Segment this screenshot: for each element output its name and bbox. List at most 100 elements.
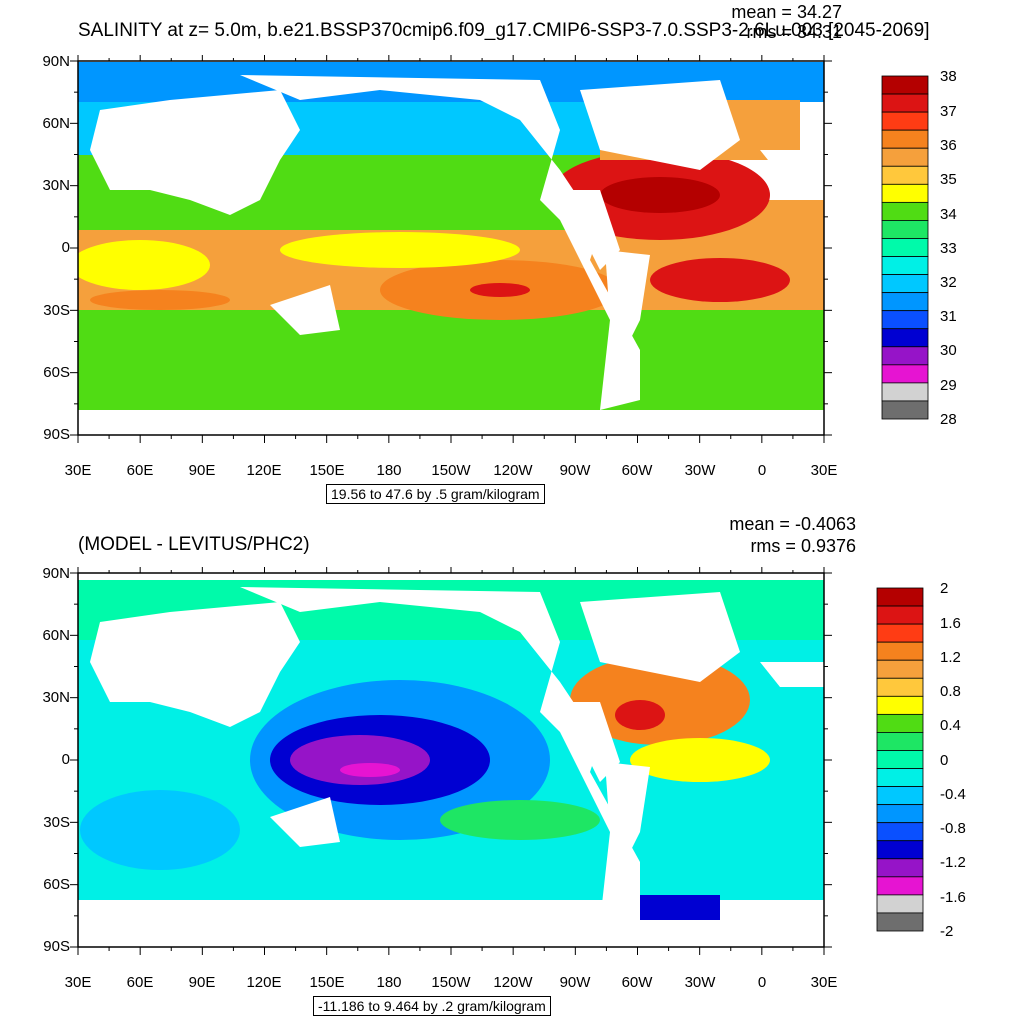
colorbar-swatch [876,786,924,806]
bottom-lat-label: 60N [42,627,70,644]
bottom-lon-label: 0 [757,974,767,991]
colorbar-swatch [876,623,924,643]
colorbar-swatch [876,804,924,824]
top-colorbar-label: 33 [940,240,957,257]
top-lon-label: 30E [810,462,838,479]
top-lon-label: 30W [684,462,716,479]
colorbar-swatch [881,201,929,221]
bottom-title: (MODEL - LEVITUS/PHC2) [78,534,310,555]
top-colorbar-label: 30 [940,342,957,359]
bottom-lon-label: 30E [64,974,92,991]
top-lon-label: 120W [493,462,533,479]
colorbar-swatch [876,605,924,625]
top-lat-label: 90N [42,53,70,70]
colorbar-swatch [876,659,924,679]
bottom-colorbar-label: 0 [940,752,949,769]
bottom-lon-label: 150W [431,974,471,991]
bottom-lon-label: 60W [621,974,653,991]
top-colorbar-label: 37 [940,103,957,120]
colorbar-swatch [881,274,929,294]
top-salinity-field [78,61,824,435]
bottom-colorbar-label: -0.4 [940,786,966,803]
top-colorbar-label: 36 [940,137,957,154]
top-lon-label: 30E [64,462,92,479]
colorbar-swatch [876,876,924,896]
bottom-lon-label: 30W [684,974,716,991]
top-lon-label: 90E [188,462,216,479]
top-colorbar-label: 34 [940,206,957,223]
top-mean: mean = 34.27 [731,2,842,22]
bottom-lon-label: 60E [126,974,154,991]
colorbar-swatch [876,822,924,842]
colorbar-swatch [881,93,929,113]
top-lon-label: 90W [559,462,591,479]
top-lon-label: 120E [246,462,282,479]
top-lat-label: 30N [42,177,70,194]
bottom-lon-label: 180 [376,974,402,991]
top-lat-label: 0 [61,239,70,256]
bottom-colorbar-label: 0.4 [940,717,961,734]
top-lon-label: 180 [376,462,402,479]
top-colorbar-label: 29 [940,377,957,394]
top-title: SALINITY at z= 5.0m, b.e21.BSSP370cmip6.… [78,20,930,41]
colorbar-swatch [876,894,924,914]
bottom-colorbar-label: 1.2 [940,649,961,666]
colorbar-swatch [881,111,929,131]
colorbar-swatch [881,165,929,185]
bottom-colorbar-label: -2 [940,923,954,940]
top-lon-label: 60E [126,462,154,479]
colorbar-swatch [876,750,924,769]
top-lon-label: 150W [431,462,471,479]
colorbar-swatch [876,768,924,787]
colorbar-swatch [876,677,924,697]
top-colorbar [881,75,929,420]
colorbar-swatch [881,75,929,95]
top-lon-label: 60W [621,462,653,479]
bottom-lon-label: 150E [309,974,345,991]
colorbar-swatch [876,641,924,661]
colorbar-swatch [881,292,929,312]
colorbar-swatch [876,713,924,733]
bottom-colorbar-label: 1.6 [940,615,961,632]
top-lat-label: 30S [43,302,70,319]
top-colorbar-label: 38 [940,68,957,85]
top-contour-info: 19.56 to 47.6 by .5 gram/kilogram [326,484,545,504]
colorbar-swatch [881,183,929,203]
bottom-lat-label: 30N [42,689,70,706]
bottom-lat-label: 30S [43,814,70,831]
colorbar-swatch [881,328,929,348]
bottom-lon-label: 30E [810,974,838,991]
colorbar-swatch [881,220,929,239]
bottom-colorbar [876,587,924,932]
colorbar-swatch [881,400,929,420]
bottom-lat-label: 90N [42,565,70,582]
colorbar-swatch [876,695,924,715]
top-colorbar-label: 35 [940,171,957,188]
bottom-lon-label: 120W [493,974,533,991]
bottom-lon-label: 90E [188,974,216,991]
colorbar-swatch [881,364,929,384]
top-lat-label: 60S [43,364,70,381]
colorbar-swatch [876,912,924,932]
bottom-colorbar-label: -0.8 [940,820,966,837]
bottom-lat-label: 60S [43,876,70,893]
top-lat-label: 60N [42,115,70,132]
colorbar-swatch [881,382,929,402]
colorbar-swatch [881,346,929,366]
bottom-difference-field [78,573,824,947]
bottom-lon-label: 120E [246,974,282,991]
colorbar-swatch [881,256,929,275]
bottom-mean: mean = -0.4063 [729,514,856,534]
colorbar-swatch [881,129,929,149]
bottom-lat-label: 90S [43,938,70,955]
top-lon-label: 150E [309,462,345,479]
bottom-lat-label: 0 [61,751,70,768]
top-colorbar-label: 28 [940,411,957,428]
bottom-colorbar-label: -1.2 [940,854,966,871]
top-colorbar-label: 31 [940,308,957,325]
colorbar-swatch [876,587,924,607]
bottom-rms: rms = 0.9376 [750,536,856,556]
bottom-lon-label: 90W [559,974,591,991]
bottom-colorbar-label: 2 [940,580,949,597]
